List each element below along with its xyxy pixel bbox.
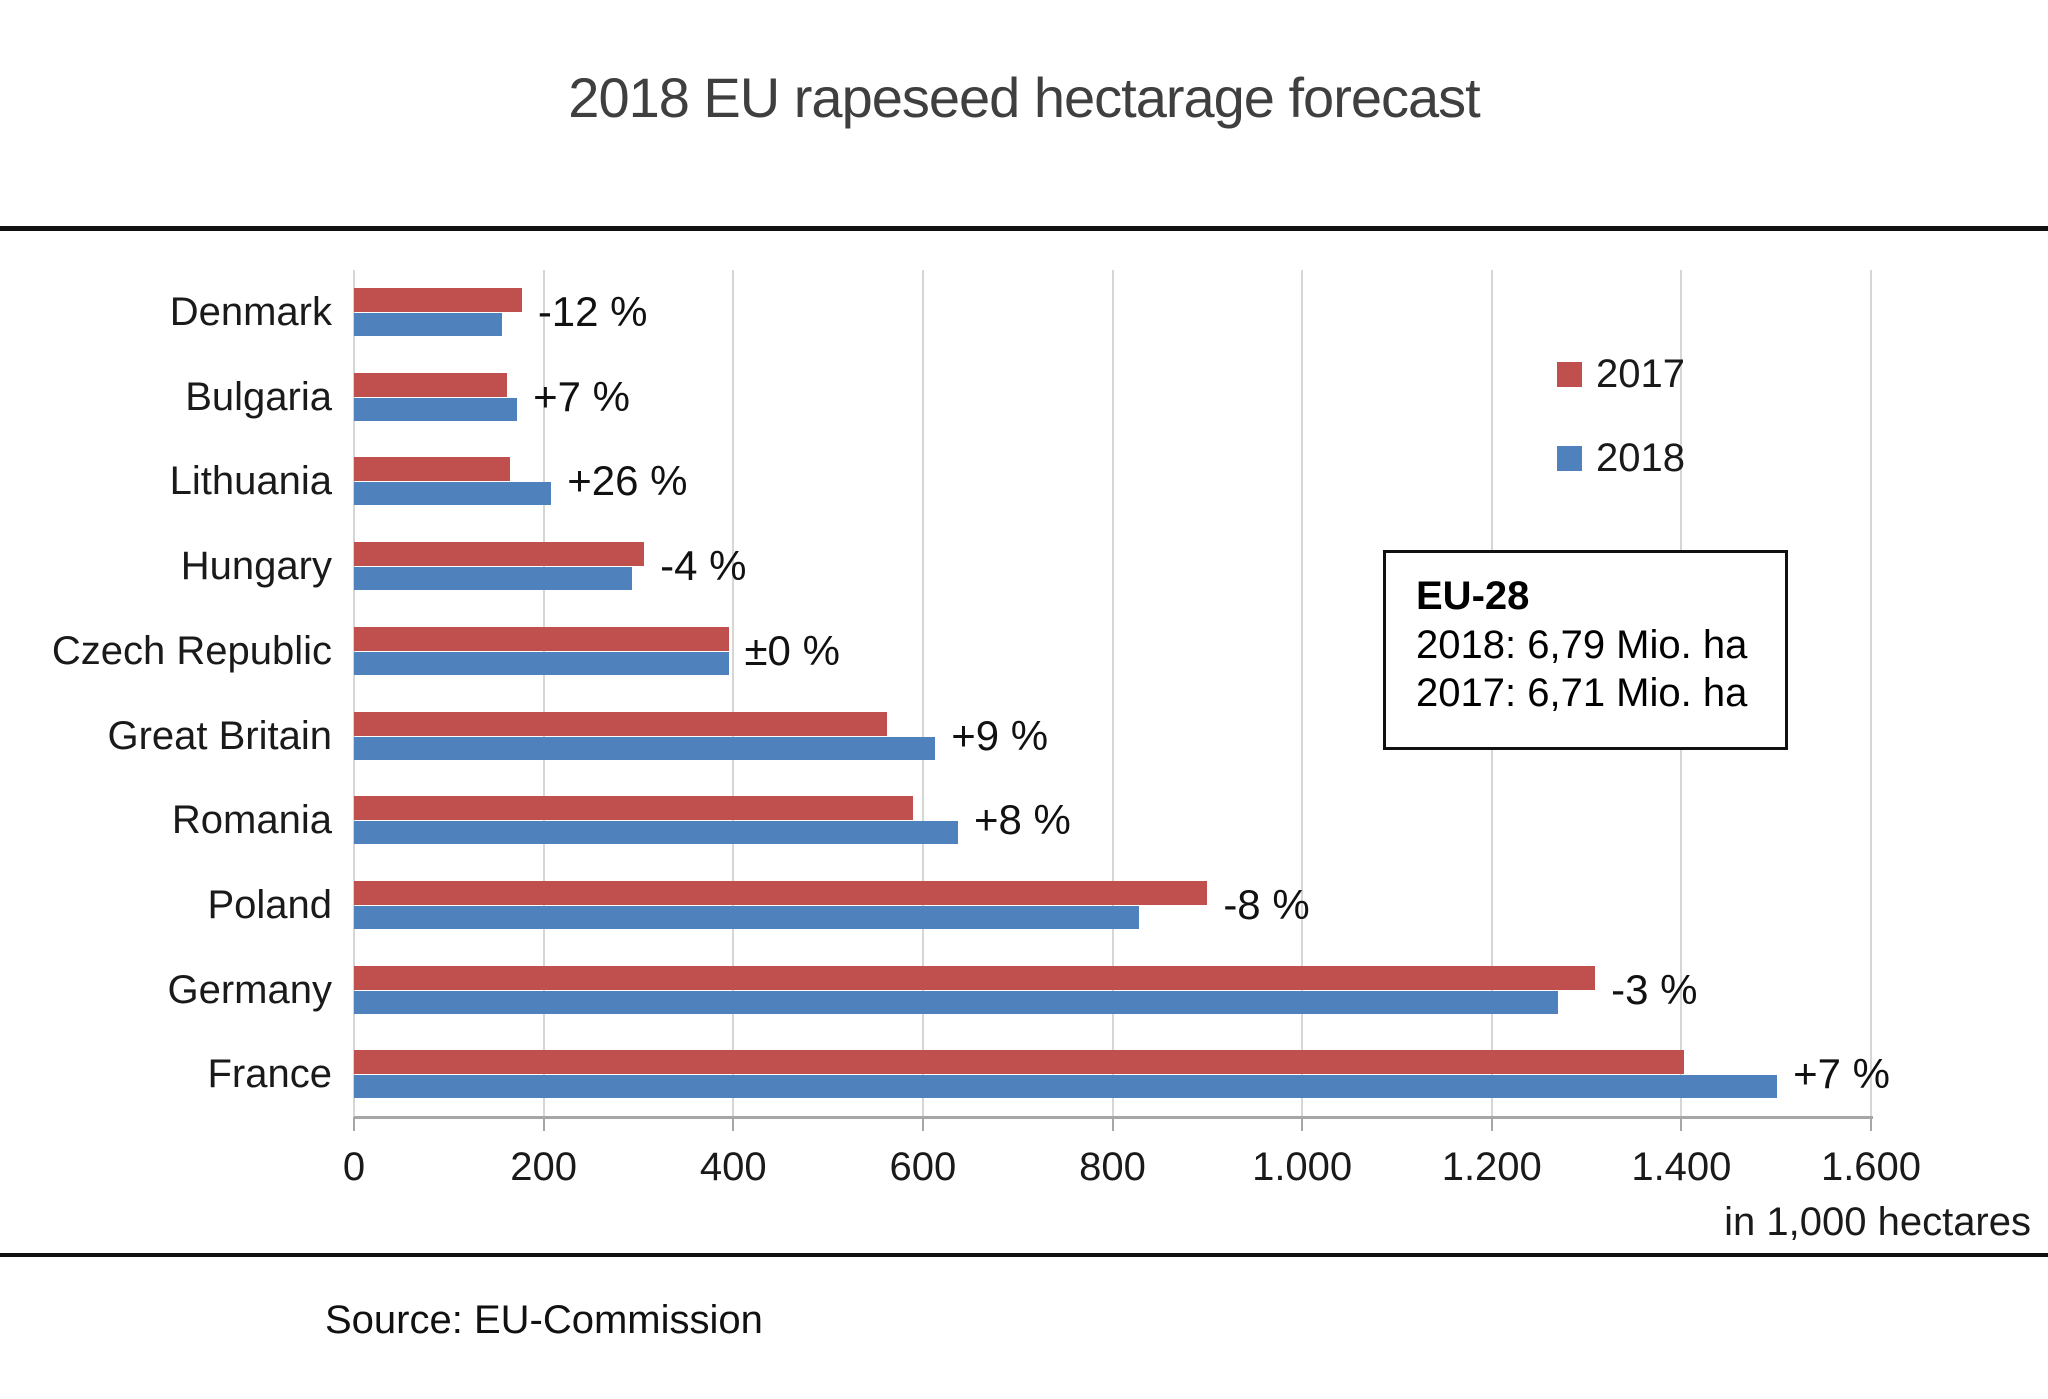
source-credit: Source: EU-Commission: [325, 1298, 763, 1342]
change-label-germany: -3 %: [1611, 965, 1698, 1013]
x-axis-tick-800: [1111, 1117, 1114, 1131]
bar-2017-lithuania: [354, 457, 511, 482]
annotation-heading: EU-28: [1416, 574, 1530, 618]
change-label-denmark: -12 %: [537, 288, 648, 335]
x-axis-tick-label-600: 600: [889, 1145, 957, 1189]
bar-2018-czech-republic: [354, 651, 729, 675]
x-axis-tick-label-400: 400: [699, 1145, 767, 1189]
chart-title: 2018 EU rapeseed hectarage forecast: [568, 66, 1480, 129]
gridline-600: [921, 270, 924, 1117]
x-axis-tick-1400: [1680, 1117, 1683, 1131]
category-label-great-britain: Great Britain: [107, 713, 332, 758]
bar-2018-poland: [354, 905, 1140, 929]
x-axis-tick-1600: [1870, 1117, 1872, 1131]
bar-2018-great-britain: [354, 736, 936, 760]
bottom-divider-line: [0, 1253, 2048, 1257]
bar-2017-czech-republic: [354, 626, 729, 651]
x-axis-tick-600: [921, 1117, 924, 1131]
bar-2017-bulgaria: [354, 372, 507, 397]
bar-2017-germany: [354, 965, 1596, 990]
annotation-line-2017: 2017: 6,71 Mio. ha: [1416, 671, 1748, 715]
x-axis-tick-1000: [1301, 1117, 1304, 1131]
bar-2017-denmark: [354, 288, 522, 312]
category-label-bulgaria: Bulgaria: [185, 374, 332, 419]
x-axis-tick-400: [732, 1117, 735, 1131]
legend-swatch-2018: [1557, 445, 1582, 471]
x-axis-tick-label-800: 800: [1079, 1145, 1146, 1189]
legend-label-2018: 2018: [1596, 436, 1685, 480]
category-label-hungary: Hungary: [180, 544, 332, 589]
bar-2018-bulgaria: [354, 397, 518, 421]
x-axis-tick-label-1200: 1.200: [1441, 1145, 1542, 1189]
bar-2018-lithuania: [354, 482, 552, 506]
x-axis-tick-200: [542, 1117, 545, 1131]
change-label-bulgaria: +7 %: [533, 372, 630, 420]
gridline-400: [732, 270, 735, 1117]
legend-item-2017: 2017: [1557, 352, 1685, 396]
bar-2017-great-britain: [354, 711, 887, 736]
bar-2017-hungary: [354, 542, 645, 567]
category-label-czech-republic: Czech Republic: [51, 628, 332, 673]
x-axis-tick-label-1400: 1.400: [1631, 1145, 1732, 1189]
category-label-romania: Romania: [171, 798, 332, 843]
change-label-czech-republic: ±0 %: [744, 626, 840, 674]
x-axis-tick-0: [353, 1117, 355, 1131]
gridline-800: [1111, 270, 1114, 1117]
top-divider-line: [0, 226, 2048, 231]
legend-item-2018: 2018: [1557, 436, 1685, 480]
bar-2018-romania: [354, 821, 958, 845]
x-axis-unit-label: in 1,000 hectares: [1724, 1200, 2031, 1244]
bar-2017-poland: [354, 880, 1208, 905]
legend-label-2017: 2017: [1596, 352, 1685, 396]
bar-2017-romania: [354, 796, 914, 821]
bar-2018-germany: [354, 990, 1559, 1014]
bar-2018-france: [354, 1075, 1778, 1099]
bar-2018-denmark: [354, 313, 502, 336]
category-label-france: France: [207, 1052, 333, 1097]
gridline-200: [542, 270, 545, 1117]
change-label-hungary: -4 %: [660, 542, 747, 590]
x-axis-tick-label-200: 200: [510, 1145, 577, 1189]
bar-2017-france: [354, 1050, 1685, 1075]
x-axis-tick-1200: [1490, 1117, 1493, 1131]
legend: 2017 2018: [1557, 352, 1685, 520]
category-label-poland: Poland: [207, 882, 332, 927]
change-label-lithuania: +26 %: [567, 457, 688, 505]
gridline-1000: [1301, 270, 1304, 1117]
eu28-annotation-box: EU-28 2018: 6,79 Mio. ha 2017: 6,71 Mio.…: [1383, 550, 1788, 750]
bar-2018-hungary: [354, 567, 632, 591]
x-axis-tick-label-1000: 1.000: [1252, 1145, 1353, 1189]
change-label-france: +7 %: [1793, 1050, 1891, 1098]
x-axis-tick-label-0: 0: [342, 1145, 366, 1189]
legend-swatch-2017: [1557, 361, 1582, 387]
change-label-romania: +8 %: [973, 796, 1071, 844]
annotation-line-2018: 2018: 6,79 Mio. ha: [1416, 623, 1748, 667]
category-label-lithuania: Lithuania: [169, 459, 332, 504]
x-axis-line: [354, 1116, 1873, 1119]
gridline-0: [353, 270, 355, 1117]
category-label-germany: Germany: [167, 967, 333, 1012]
change-label-great-britain: +9 %: [951, 711, 1049, 759]
category-label-denmark: Denmark: [169, 290, 332, 334]
x-axis-tick-label-1600: 1.600: [1820, 1145, 1922, 1189]
change-label-poland: -8 %: [1223, 880, 1310, 928]
gridline-1600: [1870, 270, 1872, 1117]
